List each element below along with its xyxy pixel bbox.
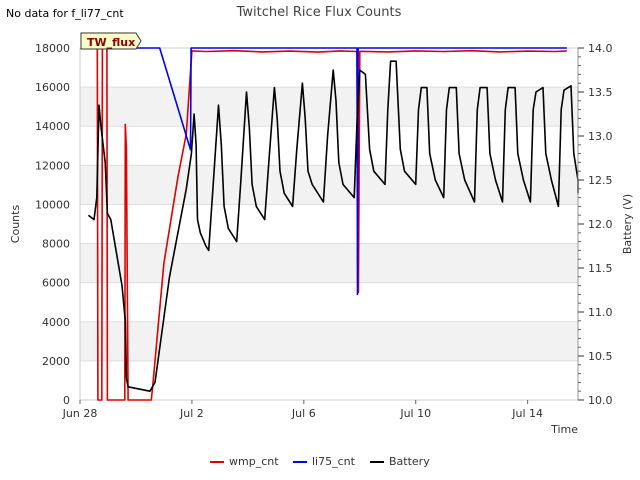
y-tick-label: 6000	[42, 277, 70, 290]
y-tick-label: 12000	[35, 159, 70, 172]
tw-flux-tag: TW_flux	[80, 32, 142, 50]
x-tick-label: Jul 2	[179, 407, 204, 420]
legend-label-li75-cnt: li75_cnt	[312, 455, 356, 468]
tw-flux-tag-label: TW_flux	[87, 36, 135, 49]
y2-tick-label: 13.5	[588, 86, 613, 99]
y-tick-label: 0	[63, 394, 70, 407]
y2-tick-label: 11.5	[588, 262, 613, 275]
x-tick-label: Jun 28	[62, 407, 98, 420]
no-data-note: No data for f_li77_cnt	[6, 7, 124, 20]
axes: 0 2000 4000 6000 8000 10000 12000 14000 16000 180…	[35, 42, 613, 420]
y-tick-label: 8000	[42, 238, 70, 251]
legend: wmp_cnt li75_cnt Battery	[210, 455, 430, 468]
y2-tick-label: 13.0	[588, 130, 613, 143]
y2-tick-label: 12.0	[588, 218, 613, 231]
y2-tick-label: 12.5	[588, 174, 613, 187]
y-tick-label: 18000	[35, 42, 70, 55]
y2-tick-label: 10.5	[588, 350, 613, 363]
legend-label-Battery: Battery	[389, 455, 430, 468]
band	[80, 321, 578, 361]
chart-title: Twitchel Rice Flux Counts	[236, 5, 402, 20]
y-tick-label: 14000	[35, 120, 70, 133]
series-Battery-line	[87, 60, 579, 393]
x-axis-label: Time	[550, 423, 578, 436]
legend-label-wmp-cnt: wmp_cnt	[229, 455, 279, 468]
x-tick-label: Jul 14	[511, 407, 543, 420]
y2-axis-label: Battery (V)	[621, 194, 634, 254]
band	[80, 165, 578, 205]
y2-tick-label: 14.0	[588, 42, 613, 55]
y2-tick-label: 10.0	[588, 394, 613, 407]
series-li75-cnt-line	[133, 47, 567, 296]
y-tick-label: 4000	[42, 316, 70, 329]
band	[80, 243, 578, 283]
x-tick-label: Jul 6	[291, 407, 316, 420]
y2-tick-label: 11.0	[588, 306, 613, 319]
y-tick-label: 10000	[35, 198, 70, 211]
y-tick-label: 16000	[35, 81, 70, 94]
y-tick-label: 2000	[42, 355, 70, 368]
y-axis-label: Counts	[9, 205, 22, 244]
x-tick-label: Jul 10	[399, 407, 431, 420]
